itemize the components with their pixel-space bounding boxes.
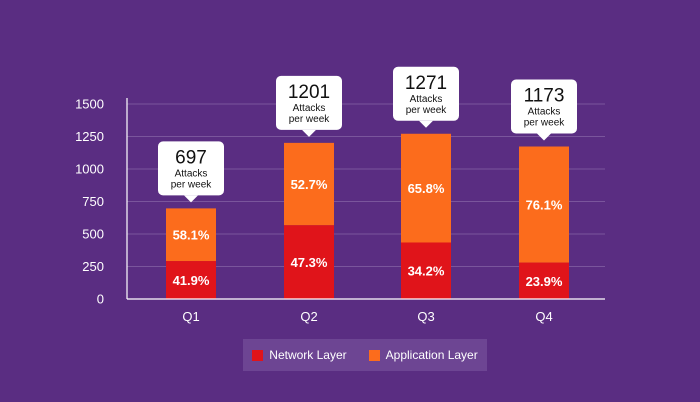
legend-swatch-application xyxy=(368,349,380,361)
data-label-application-Q2: 52.7% xyxy=(291,177,328,192)
bar-network-layer-Q4[interactable] xyxy=(519,262,569,299)
callout-total-value: 1271 xyxy=(405,73,447,94)
y-tick-label: 250 xyxy=(82,259,104,274)
legend-item-network-layer[interactable]: Network Layer xyxy=(252,348,347,362)
callout-box xyxy=(511,79,577,134)
data-label-network-Q1: 41.9% xyxy=(173,273,210,288)
callout-box xyxy=(276,75,342,130)
axes xyxy=(126,98,605,300)
y-tick-label: 500 xyxy=(82,227,104,242)
data-label-application-Q4: 76.1% xyxy=(526,198,563,213)
bar-network-layer-Q3[interactable] xyxy=(401,242,451,299)
callout-pointer xyxy=(537,133,551,141)
callout-unit-line2: per week xyxy=(406,105,448,116)
bar-network-layer-Q2[interactable] xyxy=(284,225,334,299)
bar-application-layer-Q3[interactable] xyxy=(401,133,451,243)
callout-pointer xyxy=(184,195,198,203)
x-tick-label: Q3 xyxy=(417,309,434,324)
callout-unit-line2: per week xyxy=(524,118,566,129)
callout-box xyxy=(393,66,459,121)
bar-application-layer-Q2[interactable] xyxy=(284,142,334,226)
callout-box xyxy=(158,141,224,196)
bar-network-layer-Q1[interactable] xyxy=(166,261,216,299)
data-label-application-Q3: 65.8% xyxy=(408,181,445,196)
y-tick-label: 1250 xyxy=(75,129,104,144)
callout-unit-line1: Attacks xyxy=(410,94,443,105)
x-tick-label: Q2 xyxy=(300,309,317,324)
data-label-network-Q3: 34.2% xyxy=(408,264,445,279)
callout-unit-line1: Attacks xyxy=(293,103,326,114)
bar-application-layer-Q1[interactable] xyxy=(166,208,216,262)
y-tick-label: 0 xyxy=(97,292,104,307)
callout-total-value: 1173 xyxy=(524,86,565,107)
y-tick-label: 750 xyxy=(82,194,104,209)
x-tick-label: Q1 xyxy=(182,309,199,324)
callout-pointer xyxy=(419,120,433,128)
callout-unit-line2: per week xyxy=(171,179,213,190)
callout-unit-line1: Attacks xyxy=(528,107,561,118)
data-label-network-Q4: 23.9% xyxy=(526,274,563,289)
legend-swatch-network xyxy=(252,349,264,361)
legend-item-application-layer[interactable]: Application Layer xyxy=(368,348,478,362)
bars xyxy=(166,133,569,299)
bar-application-layer-Q4[interactable] xyxy=(519,146,569,263)
callout-unit-line2: per week xyxy=(289,114,331,125)
callout-total-value: 697 xyxy=(175,147,207,168)
y-tick-label: 1000 xyxy=(75,162,104,177)
labels: 0 250 500 750 1000 1250 1500 41.9% 58.1% Q1 47.3% 5… xyxy=(75,97,563,325)
data-label-network-Q2: 47.3% xyxy=(291,255,328,270)
callout-pointer xyxy=(302,129,316,137)
callout-total-value: 1201 xyxy=(288,82,330,103)
x-tick-label: Q4 xyxy=(535,309,552,324)
legend-label-application: Application Layer xyxy=(385,348,478,362)
legend: Network Layer Application Layer xyxy=(243,339,487,371)
y-tick-label: 1500 xyxy=(75,97,104,112)
callout-unit-line1: Attacks xyxy=(175,168,208,179)
legend-label-network: Network Layer xyxy=(269,348,347,362)
data-label-application-Q1: 58.1% xyxy=(173,228,210,243)
